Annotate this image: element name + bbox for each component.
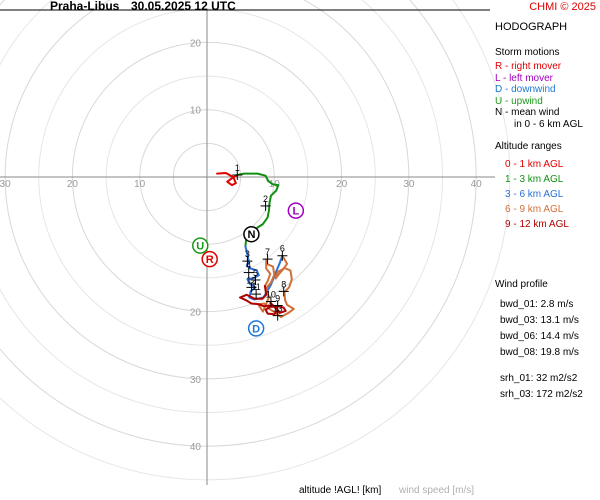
wind-profile-title: Wind profile <box>495 278 548 290</box>
wind-profile-list: bwd_01: 2.8 m/s bwd_03: 13.1 m/s bwd_06: 1… <box>495 297 599 403</box>
storm-motions-list: R - right mover L - left mover D - downwin… <box>495 61 599 119</box>
level-marker-9: 9 <box>272 294 283 311</box>
wind-profile-entry: bwd_06: 14.4 m/s <box>500 330 579 342</box>
altitude-axis-note: altitude !AGL! [km] <box>299 485 382 496</box>
panel-title: HODOGRAPH <box>495 21 568 33</box>
wind-profile-entry: bwd_08: 19.8 m/s <box>500 346 579 358</box>
speed-ring-35 <box>0 0 443 413</box>
storm-motion-points: R L D U N <box>192 202 305 337</box>
svg-text:6: 6 <box>280 244 285 254</box>
wind-profile-entry: bwd_01: 2.8 m/s <box>500 298 574 310</box>
y-tick-label: 30 <box>190 375 202 386</box>
level-marker-4: 4 <box>243 261 254 278</box>
level-marker-2: 2 <box>260 194 271 211</box>
mean-wind-note: in 0 - 6 km AGL <box>514 118 583 130</box>
svg-text:L: L <box>292 206 299 218</box>
storm-point-N: N <box>243 225 260 243</box>
altitude-ranges-list: 0 - 1 km AGL 1 - 3 km AGL 3 - 6 km AGL 6 - … <box>495 157 599 232</box>
axis-tick-labels: 40302010102030402010203040 <box>0 38 482 453</box>
storm-point-D: D <box>247 320 265 337</box>
level-marker-7: 7 <box>262 247 273 265</box>
level-marker-6: 6 <box>277 244 288 261</box>
storm-motions-title: Storm motions <box>495 47 560 58</box>
svg-text:D: D <box>252 323 260 335</box>
storm-motion-entry-l: L - left mover <box>495 72 553 84</box>
hodograph-axes <box>0 9 495 485</box>
wind-profile-entry: srh_01: 32 m2/s2 <box>500 372 578 384</box>
x-tick-label: 40 <box>471 179 483 190</box>
altitude-range-entry: 6 - 9 km AGL <box>505 203 564 215</box>
copyright-label: CHMI © 2025 <box>529 1 596 13</box>
storm-motion-entry-n: N - mean wind <box>495 107 560 118</box>
svg-text:8: 8 <box>281 279 286 289</box>
svg-text:7: 7 <box>265 247 270 257</box>
legend-panel: HODOGRAPH Storm motions R - right mover L… <box>495 21 599 403</box>
storm-motion-entry-u: U - upwind <box>495 95 543 107</box>
svg-text:2: 2 <box>263 194 268 204</box>
x-tick-label: 10 <box>134 179 146 190</box>
svg-text:12: 12 <box>246 275 256 285</box>
trace-segment-3 <box>244 245 284 301</box>
storm-motion-entry-r: R - right mover <box>495 61 562 72</box>
altitude-ranges-title: Altitude ranges <box>495 140 562 152</box>
wind-profile-entry: srh_03: 172 m2/s2 <box>500 388 583 400</box>
y-tick-label: 10 <box>190 106 202 117</box>
wind-speed-axis-note: wind speed [m/s] <box>399 485 475 496</box>
level-marker-1: 1 <box>232 163 243 180</box>
svg-text:1: 1 <box>235 163 240 173</box>
hodograph-traces <box>216 172 295 318</box>
level-marker-3: 3 <box>242 249 253 267</box>
svg-text:N: N <box>247 229 255 241</box>
svg-text:10: 10 <box>266 290 276 300</box>
altitude-range-entry: 9 - 12 km AGL <box>505 218 569 230</box>
altitude-range-entry: 1 - 3 km AGL <box>505 173 564 185</box>
x-tick-label: 20 <box>67 179 79 190</box>
y-tick-label: 40 <box>190 442 202 453</box>
altitude-range-entry: 3 - 6 km AGL <box>505 188 564 200</box>
storm-point-U: U <box>192 237 209 254</box>
storm-motion-entry-d: D - downwind <box>495 84 556 95</box>
trace-segment-1 <box>216 172 239 187</box>
svg-text:4: 4 <box>246 261 251 271</box>
y-tick-label: 20 <box>190 38 202 49</box>
storm-point-R: R <box>201 250 218 268</box>
wind-profile-entry: bwd_03: 13.1 m/s <box>500 314 579 326</box>
trace-segment-5 <box>239 285 287 316</box>
trace-segment-4 <box>257 254 295 318</box>
station-name: Praha-Libus <box>50 0 120 13</box>
speed-ring-40 <box>0 0 477 447</box>
svg-text:5: 5 <box>253 268 258 278</box>
level-marker-8: 8 <box>278 279 289 297</box>
svg-text:U: U <box>196 241 204 253</box>
altitude-range-entry: 0 - 1 km AGL <box>505 158 564 170</box>
storm-point-L: L <box>287 202 305 219</box>
level-marker-12: 12 <box>246 275 256 293</box>
svg-text:13: 13 <box>273 304 283 314</box>
svg-text:9: 9 <box>275 294 280 304</box>
svg-text:3: 3 <box>245 249 250 259</box>
level-marker-5: 5 <box>250 268 261 285</box>
datetime-label: 30.05.2025 12 UTC <box>131 0 236 13</box>
x-tick-label: 30 <box>0 179 11 190</box>
svg-text:R: R <box>206 254 214 266</box>
x-tick-label: 20 <box>336 179 348 190</box>
level-marker-13: 13 <box>273 304 283 321</box>
y-tick-label: 20 <box>190 308 202 319</box>
x-tick-label: 30 <box>403 179 415 190</box>
level-marker-10: 10 <box>266 290 276 307</box>
